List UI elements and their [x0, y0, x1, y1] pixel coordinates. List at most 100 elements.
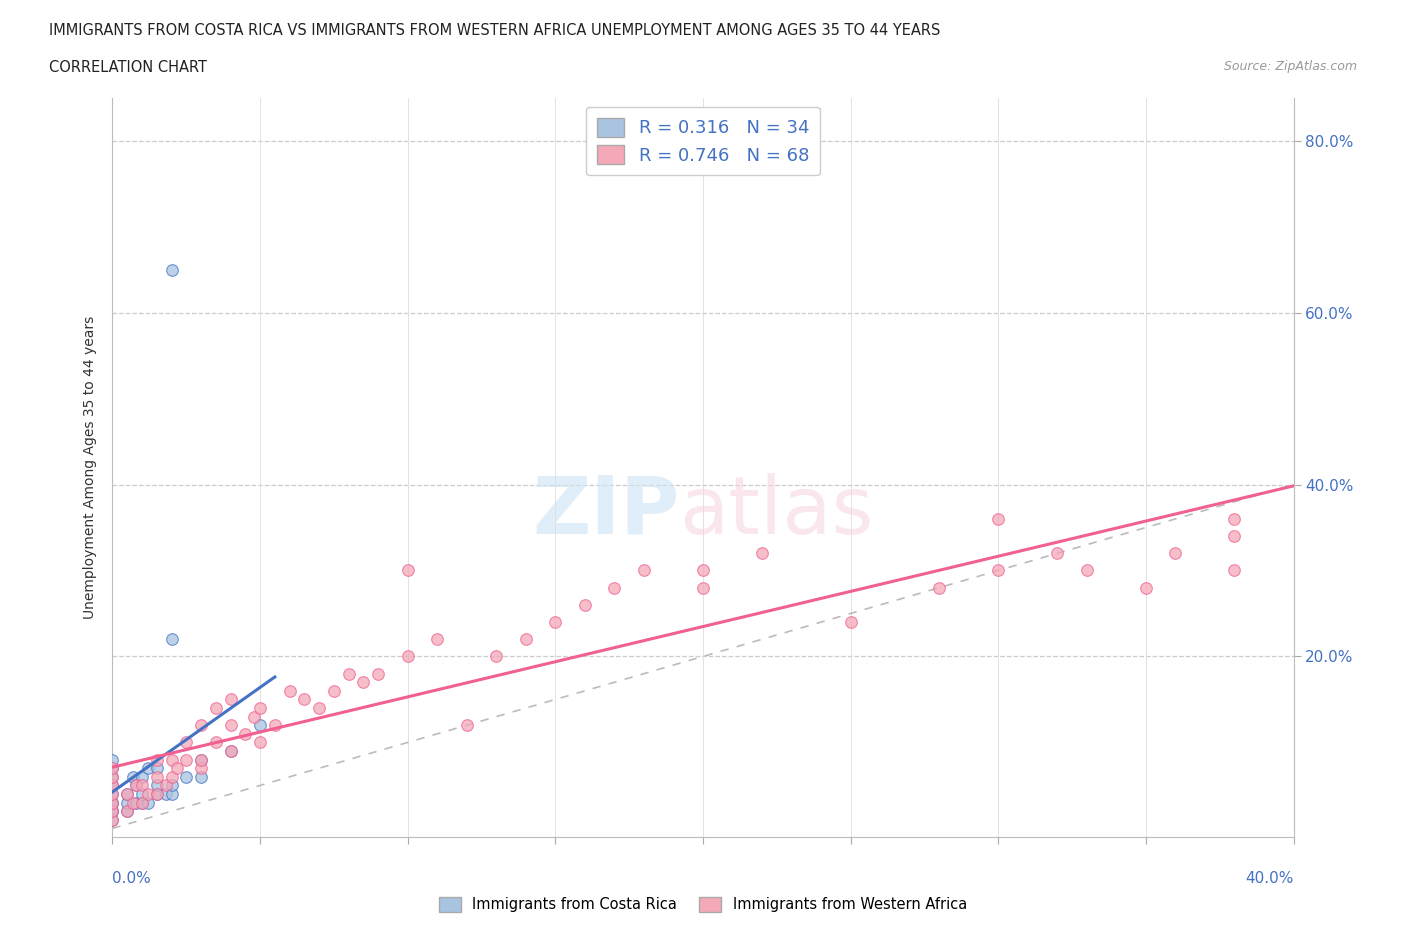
Point: [190, 718, 212, 733]
Point: [131, 795, 153, 810]
Point: [337, 666, 360, 681]
Text: Source: ZipAtlas.com: Source: ZipAtlas.com: [1223, 60, 1357, 73]
Point: [166, 761, 188, 776]
Point: [367, 666, 389, 681]
Text: atlas: atlas: [679, 472, 873, 551]
Point: [249, 735, 271, 750]
Text: ZIP: ZIP: [531, 472, 679, 551]
Point: [205, 700, 228, 715]
Text: IMMIGRANTS FROM COSTA RICA VS IMMIGRANTS FROM WESTERN AFRICA UNEMPLOYMENT AMONG : IMMIGRANTS FROM COSTA RICA VS IMMIGRANTS…: [49, 23, 941, 38]
Point: [190, 752, 212, 767]
Point: [219, 692, 242, 707]
Point: [515, 631, 537, 646]
Point: [146, 769, 169, 784]
Point: [101, 804, 124, 818]
Point: [146, 752, 169, 767]
Point: [101, 813, 124, 828]
Point: [136, 761, 159, 776]
Point: [205, 735, 228, 750]
Point: [160, 631, 183, 646]
Point: [101, 787, 124, 802]
Point: [101, 778, 124, 793]
Point: [243, 710, 266, 724]
Point: [249, 718, 271, 733]
Point: [633, 563, 655, 578]
Point: [603, 580, 626, 595]
Point: [308, 700, 330, 715]
Point: [117, 787, 138, 802]
Point: [352, 675, 374, 690]
Point: [146, 761, 169, 776]
Point: [131, 787, 153, 802]
Point: [117, 804, 138, 818]
Point: [692, 563, 714, 578]
Point: [190, 769, 212, 784]
Point: [122, 769, 145, 784]
Point: [101, 804, 124, 818]
Point: [928, 580, 950, 595]
Point: [1223, 512, 1246, 526]
Text: CORRELATION CHART: CORRELATION CHART: [49, 60, 207, 75]
Point: [839, 615, 862, 630]
Point: [131, 795, 153, 810]
Text: 40.0%: 40.0%: [1246, 871, 1294, 886]
Point: [101, 795, 124, 810]
Point: [249, 700, 271, 715]
Point: [544, 615, 567, 630]
Point: [1135, 580, 1157, 595]
Point: [485, 649, 508, 664]
Point: [101, 787, 124, 802]
Point: [125, 795, 148, 810]
Text: 0.0%: 0.0%: [112, 871, 152, 886]
Point: [426, 631, 449, 646]
Point: [233, 726, 256, 741]
Point: [101, 761, 124, 776]
Point: [987, 512, 1010, 526]
Point: [117, 795, 138, 810]
Point: [219, 718, 242, 733]
Point: [155, 787, 177, 802]
Point: [131, 778, 153, 793]
Point: [146, 787, 169, 802]
Point: [190, 752, 212, 767]
Point: [125, 778, 148, 793]
Legend: Immigrants from Costa Rica, Immigrants from Western Africa: Immigrants from Costa Rica, Immigrants f…: [433, 891, 973, 918]
Point: [160, 262, 183, 277]
Y-axis label: Unemployment Among Ages 35 to 44 years: Unemployment Among Ages 35 to 44 years: [83, 315, 97, 619]
Point: [125, 778, 148, 793]
Legend: R = 0.316   N = 34, R = 0.746   N = 68: R = 0.316 N = 34, R = 0.746 N = 68: [586, 107, 820, 176]
Point: [160, 787, 183, 802]
Point: [1076, 563, 1098, 578]
Point: [1223, 528, 1246, 543]
Point: [101, 778, 124, 793]
Point: [692, 580, 714, 595]
Point: [101, 804, 124, 818]
Point: [155, 778, 177, 793]
Point: [160, 752, 183, 767]
Point: [190, 761, 212, 776]
Point: [174, 752, 197, 767]
Point: [751, 546, 773, 561]
Point: [101, 795, 124, 810]
Point: [117, 804, 138, 818]
Point: [292, 692, 315, 707]
Point: [101, 795, 124, 810]
Point: [101, 769, 124, 784]
Point: [101, 769, 124, 784]
Point: [987, 563, 1010, 578]
Point: [136, 787, 159, 802]
Point: [219, 744, 242, 759]
Point: [146, 778, 169, 793]
Point: [131, 769, 153, 784]
Point: [264, 718, 287, 733]
Point: [278, 684, 301, 698]
Point: [160, 769, 183, 784]
Point: [1164, 546, 1187, 561]
Point: [101, 813, 124, 828]
Point: [1223, 563, 1246, 578]
Point: [323, 684, 346, 698]
Point: [136, 795, 159, 810]
Point: [101, 761, 124, 776]
Point: [174, 769, 197, 784]
Point: [456, 718, 478, 733]
